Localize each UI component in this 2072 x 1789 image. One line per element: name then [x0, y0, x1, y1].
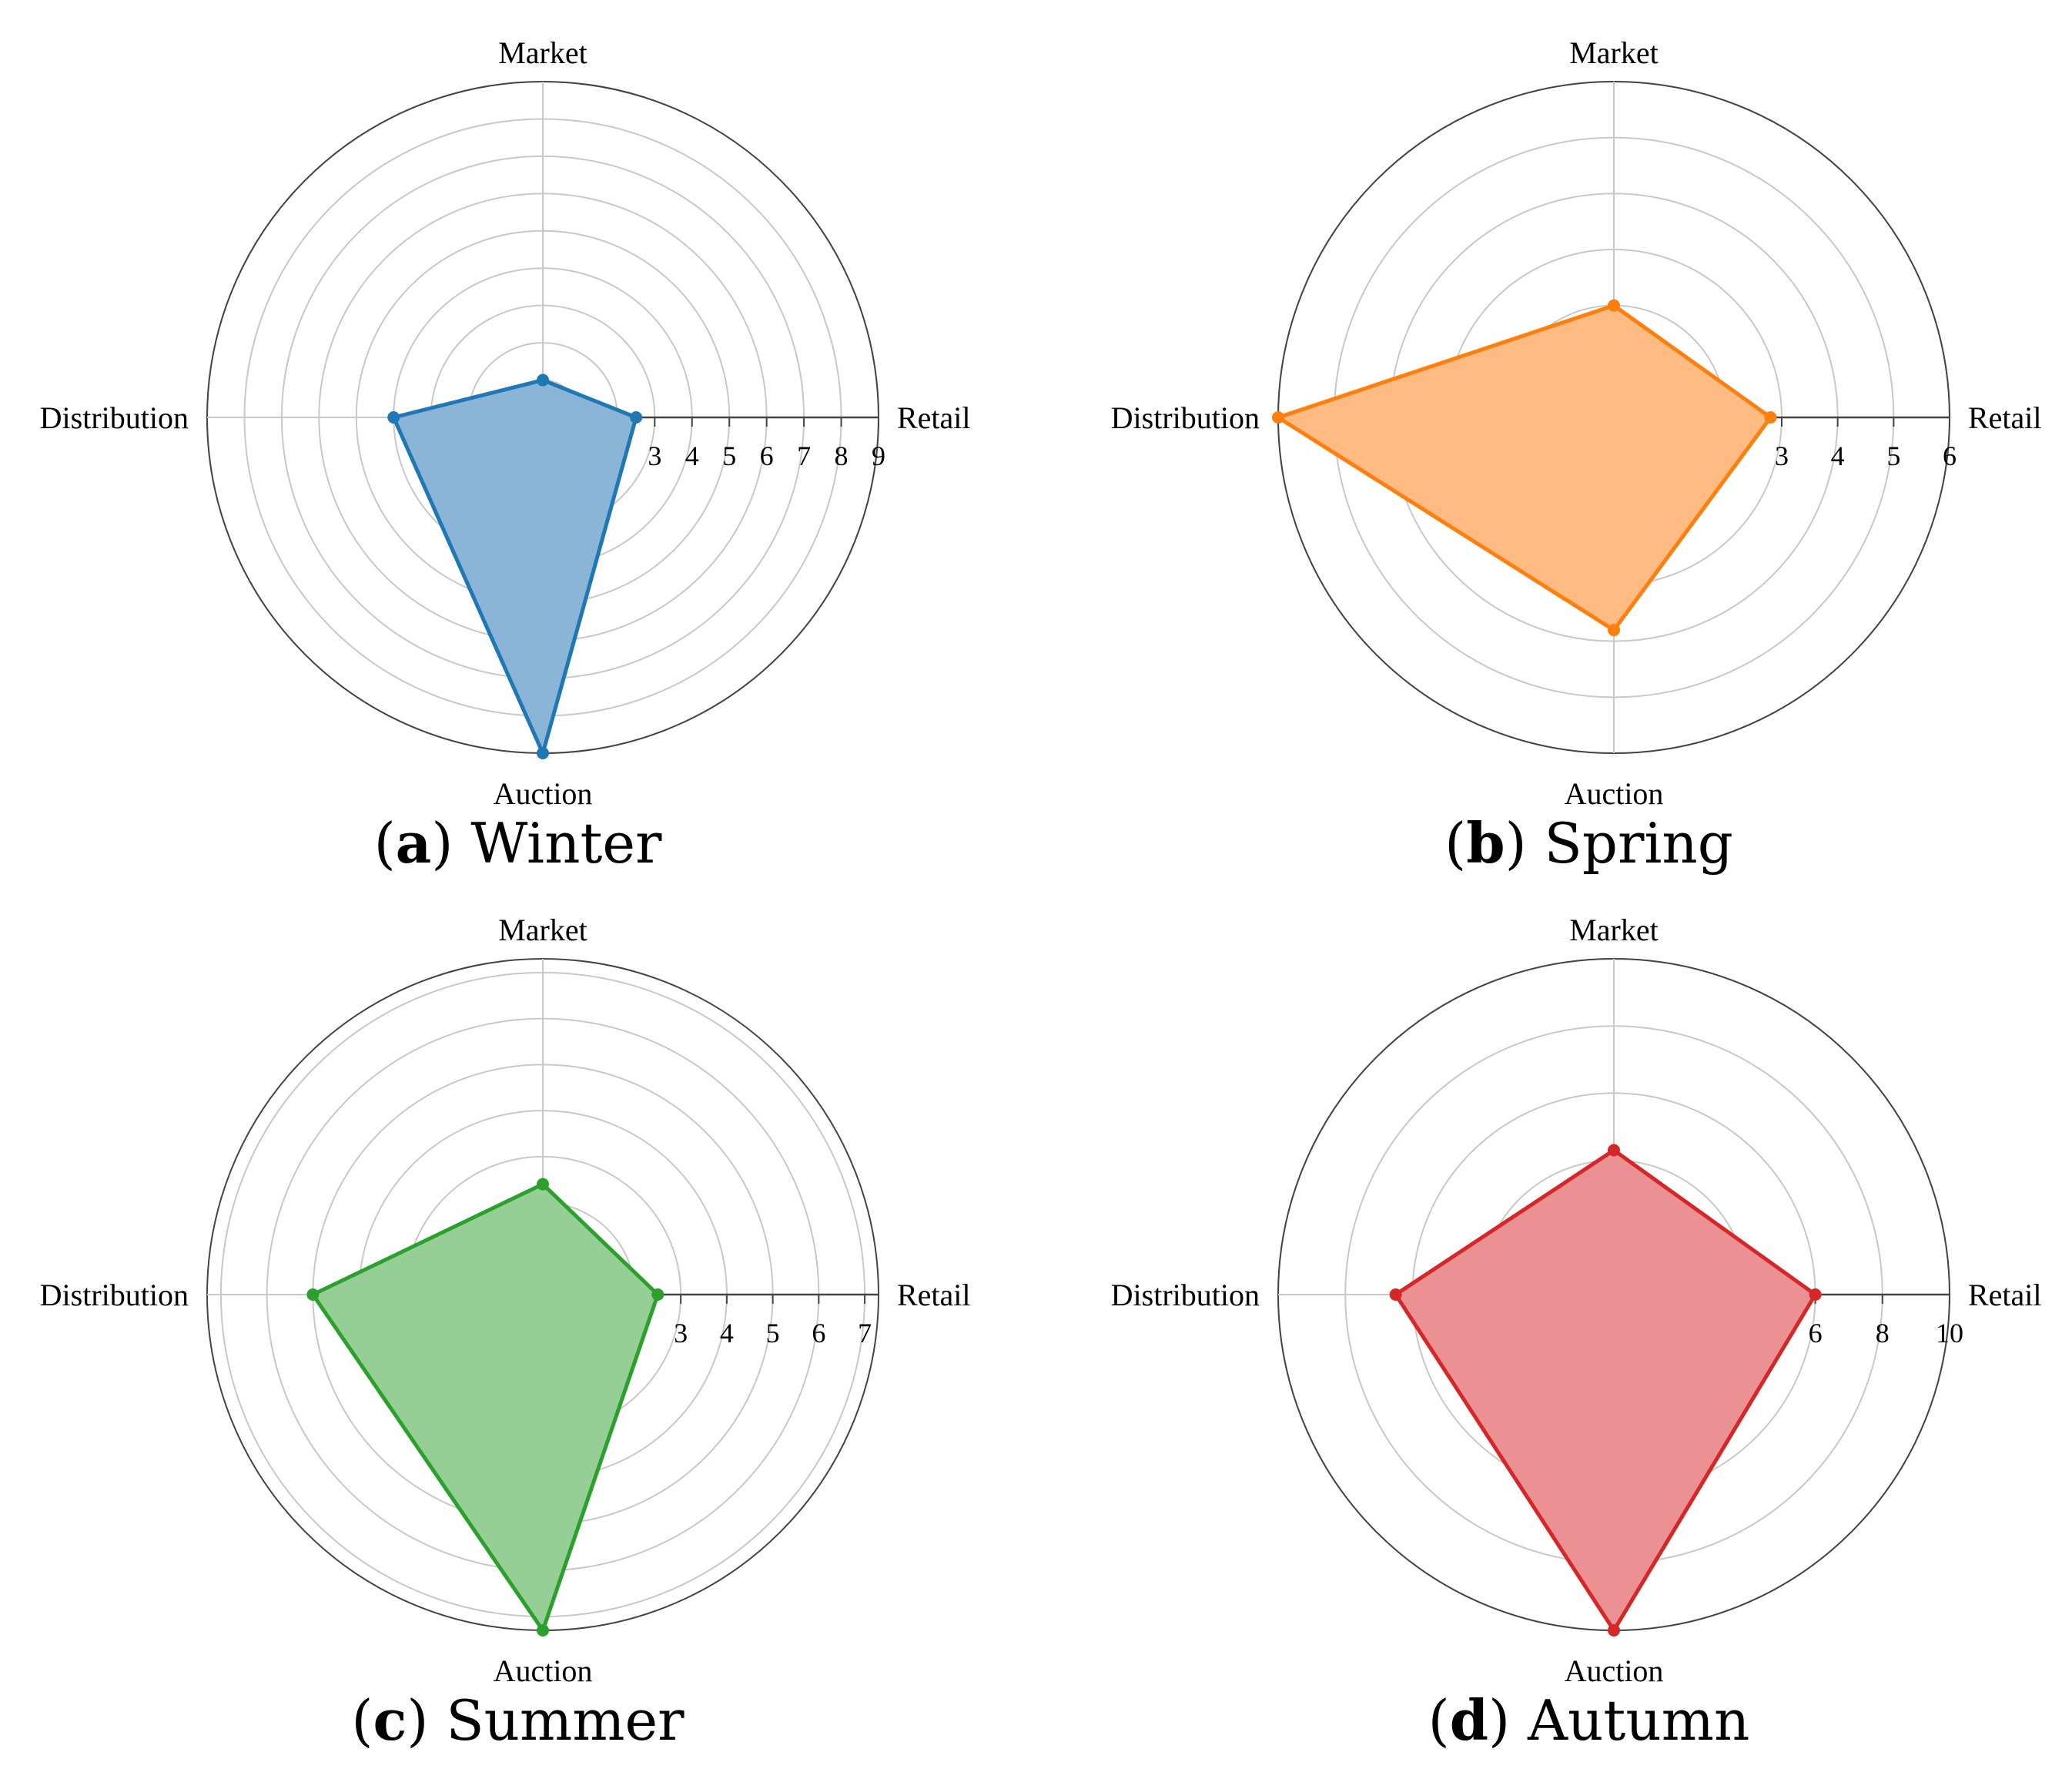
- data-point: [1608, 1144, 1620, 1157]
- data-point: [1608, 299, 1620, 312]
- tick-label: 8: [1876, 1318, 1890, 1348]
- panel-autumn: 0246810MarketRetailAuctionDistribution (…: [1071, 877, 2072, 1771]
- axis-label-market: Market: [1569, 913, 1659, 947]
- caption-letter: b: [1466, 810, 1505, 876]
- data-point: [537, 1624, 549, 1637]
- radar-chart-winter: 0123456789MarketRetailAuctionDistributio…: [40, 35, 971, 811]
- axis-label-market: Market: [498, 35, 587, 70]
- axis-label-retail: Retail: [897, 1278, 971, 1312]
- tick-label: 5: [766, 1318, 780, 1348]
- tick-label: 7: [797, 441, 811, 471]
- tick-label: 8: [835, 441, 849, 471]
- caption-season: Winter: [470, 811, 662, 876]
- caption-season: Autumn: [1528, 1688, 1750, 1753]
- tick-label: 3: [1775, 441, 1789, 471]
- tick-label: 6: [1809, 1318, 1823, 1348]
- caption-spring: (b) Spring: [1444, 810, 1733, 876]
- tick-label: 6: [812, 1318, 825, 1348]
- axis-label-retail: Retail: [1968, 400, 2042, 435]
- axis-label-distribution: Distribution: [40, 1278, 189, 1312]
- panel-spring: 0123456MarketRetailAuctionDistribution (…: [1071, 0, 2072, 893]
- axis-label-auction: Auction: [1565, 1653, 1664, 1688]
- radar-chart-autumn: 0246810MarketRetailAuctionDistribution: [1111, 913, 2042, 1688]
- axis-label-auction: Auction: [494, 776, 593, 811]
- tick-label: 4: [1831, 441, 1845, 471]
- data-point: [630, 411, 643, 424]
- data-point: [1608, 1624, 1620, 1637]
- tick-label: 6: [1943, 441, 1957, 471]
- caption-letter: a: [395, 810, 432, 876]
- data-point: [537, 374, 549, 387]
- data-point: [1809, 1288, 1822, 1301]
- panel-winter: 0123456789MarketRetailAuctionDistributio…: [0, 0, 1036, 893]
- tick-label: 4: [720, 1318, 734, 1348]
- axis-label-distribution: Distribution: [1111, 400, 1260, 435]
- data-point: [387, 411, 400, 424]
- caption-letter: c: [373, 1687, 407, 1753]
- tick-label: 7: [858, 1318, 872, 1348]
- data-area: [1276, 303, 1772, 632]
- data-area: [1394, 1148, 1818, 1633]
- axis-label-distribution: Distribution: [1111, 1278, 1260, 1312]
- caption-season: Spring: [1544, 811, 1733, 876]
- tick-label: 6: [760, 441, 774, 471]
- tick-label: 10: [1936, 1318, 1963, 1348]
- axis-label-market: Market: [1569, 35, 1659, 70]
- caption-autumn: (d) Autumn: [1428, 1687, 1750, 1753]
- panel-summer: 01234567MarketRetailAuctionDistribution …: [0, 877, 1036, 1771]
- caption-winter: (a) Winter: [373, 810, 662, 876]
- data-point: [306, 1288, 320, 1301]
- axis-label-retail: Retail: [1968, 1278, 2042, 1312]
- axis-label-auction: Auction: [494, 1653, 593, 1688]
- axis-label-distribution: Distribution: [40, 400, 189, 435]
- data-point: [651, 1288, 664, 1301]
- axis-label-retail: Retail: [897, 400, 971, 435]
- data-point: [537, 1178, 549, 1191]
- axis-label-market: Market: [498, 913, 587, 947]
- data-point: [1389, 1288, 1402, 1301]
- caption-season: Summer: [446, 1688, 685, 1753]
- caption-letter: d: [1449, 1687, 1489, 1753]
- tick-label: 3: [648, 441, 661, 471]
- tick-label: 9: [872, 441, 885, 471]
- tick-label: 3: [674, 1318, 688, 1348]
- data-point: [537, 747, 549, 759]
- data-point: [1608, 624, 1620, 637]
- data-point: [1272, 411, 1284, 424]
- axis-label-auction: Auction: [1565, 776, 1664, 811]
- radar-chart-summer: 01234567MarketRetailAuctionDistribution: [40, 913, 971, 1688]
- tick-label: 5: [722, 441, 736, 471]
- tick-label: 5: [1886, 441, 1900, 471]
- radar-chart-spring: 0123456MarketRetailAuctionDistribution: [1111, 35, 2042, 811]
- caption-summer: (c) Summer: [351, 1687, 685, 1753]
- data-point: [1764, 411, 1777, 424]
- tick-label: 4: [685, 441, 699, 471]
